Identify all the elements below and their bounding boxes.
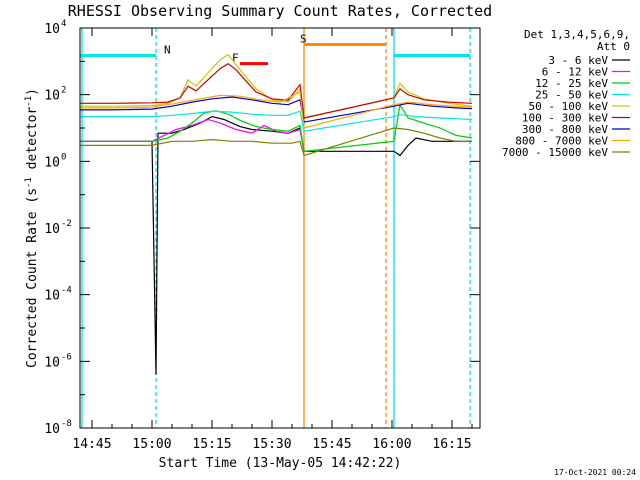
- plot-frame: [79, 27, 481, 429]
- y-tick-label-4: 10: [44, 289, 60, 304]
- x-tick-label-4: 15:45: [312, 437, 351, 452]
- flag-label-s: S: [300, 32, 307, 45]
- y-axis-label-part1: Corrected Count Rate (s: [25, 188, 40, 368]
- y-tick-exponent-5: -6: [61, 352, 72, 362]
- y-axis-label-part3: ): [25, 88, 40, 96]
- y-tick-exponent-0: 4: [61, 19, 66, 29]
- series-line-1: [80, 118, 305, 152]
- flag-label-n: N: [164, 43, 171, 56]
- y-axis-label-exp2: -1: [24, 96, 34, 107]
- legend-header-1: Att 0: [597, 40, 630, 53]
- series-line-2: [80, 102, 473, 152]
- y-tick-exponent-3: -2: [61, 219, 72, 229]
- y-tick-exponent-2: 0: [61, 152, 66, 162]
- y-tick-exponent-6: -8: [61, 419, 72, 429]
- flag-label-f: F: [232, 52, 239, 65]
- x-axis-label: Start Time (13-May-05 14:42:22): [159, 456, 402, 471]
- y-tick-exponent-4: -4: [61, 286, 72, 296]
- series-line-4: [80, 53, 473, 119]
- legend-label-8: 7000 - 15000 keV: [502, 146, 608, 159]
- y-tick-label-0: 10: [44, 22, 60, 37]
- legend-label-6: 300 - 800 keV: [522, 123, 608, 136]
- series-line-5: [80, 62, 473, 119]
- legend-label-3: 25 - 50 keV: [535, 89, 608, 102]
- legend-label-7: 800 - 7000 keV: [515, 135, 608, 148]
- y-tick-exponent-1: 2: [61, 86, 66, 96]
- date-stamp: 17-Oct-2021 00:24: [554, 468, 636, 477]
- y-axis-label-part2: detector: [25, 107, 40, 178]
- series-line-7: [80, 91, 473, 129]
- series-line-8: [80, 127, 472, 157]
- y-axis-label: Corrected Count Rate (s-1 detector-1): [24, 88, 40, 368]
- y-tick-label-3: 10: [44, 222, 60, 237]
- chart-marks: N S F: [80, 28, 473, 428]
- y-tick-label-6: 10: [44, 422, 60, 437]
- legend-label-0: 3 - 6 keV: [548, 54, 608, 67]
- series-line-6: [80, 96, 473, 123]
- legend-label-2: 12 - 25 keV: [535, 77, 608, 90]
- x-tick-label-0: 14:45: [72, 437, 111, 452]
- legend-label-5: 100 - 300 keV: [522, 112, 608, 125]
- x-axis: 14:45 15:00 15:15 15:30 15:45 16:00 16:15: [72, 28, 473, 452]
- x-tick-label-1: 15:00: [132, 437, 171, 452]
- chart-title: RHESSI Observing Summary Count Rates, Co…: [68, 2, 492, 20]
- legend-label-4: 50 - 100 keV: [529, 100, 609, 113]
- x-tick-label-2: 15:15: [192, 437, 231, 452]
- x-tick-label-5: 16:00: [372, 437, 411, 452]
- y-axis-label-exp1: -1: [24, 177, 34, 188]
- y-tick-label-5: 10: [44, 355, 60, 370]
- legend-label-1: 6 - 12 keV: [542, 66, 609, 79]
- y-tick-label-2: 10: [44, 155, 60, 170]
- y-tick-label-1: 10: [44, 89, 60, 104]
- x-tick-label-6: 16:15: [432, 437, 471, 452]
- series-line-3: [80, 110, 473, 132]
- legend-header-0: Det 1,3,4,5,6,9,: [524, 28, 630, 41]
- x-tick-label-3: 15:30: [252, 437, 291, 452]
- series-line-0: [80, 115, 472, 375]
